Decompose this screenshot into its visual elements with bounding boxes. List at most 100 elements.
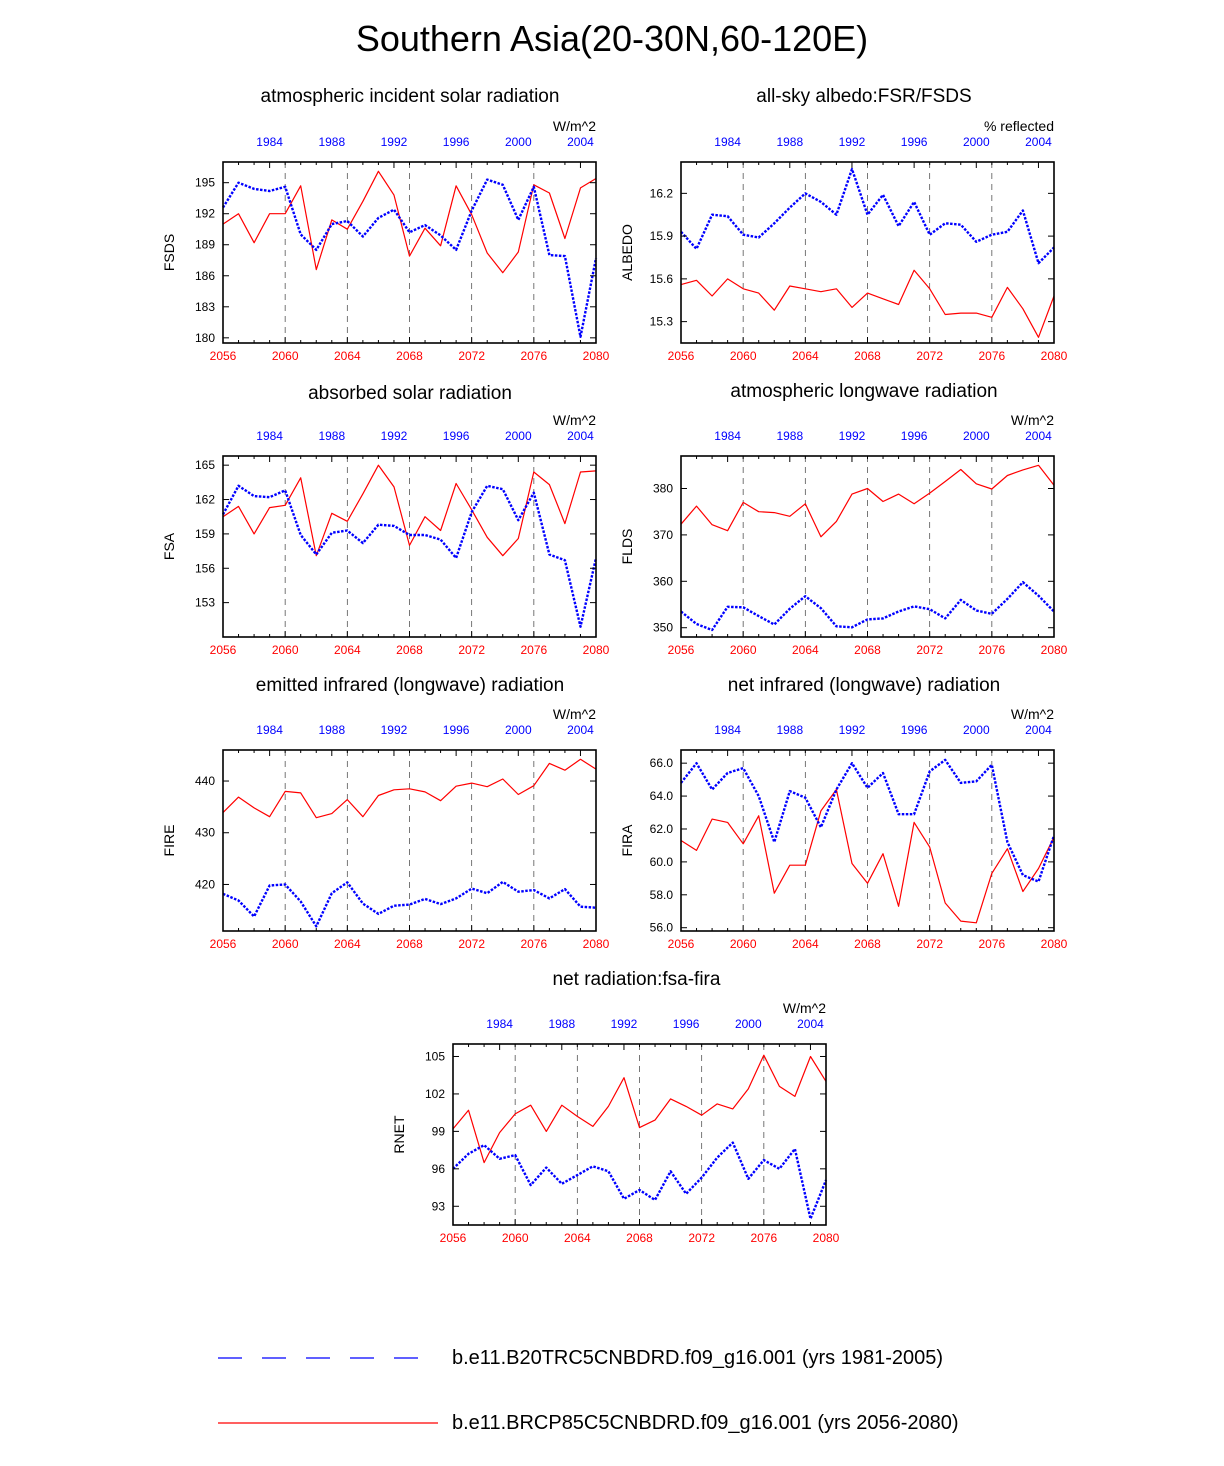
page-title: Southern Asia(20-30N,60-120E) bbox=[355, 18, 869, 59]
chart-albedo: 2056 2060 2064 2068 2072 2076 2080 1984 1988 1992… bbox=[619, 118, 1068, 363]
x-tick-label-bottom: 2056 bbox=[668, 349, 695, 363]
y-tick-label: 56.0 bbox=[650, 921, 674, 935]
series-line-future bbox=[222, 758, 597, 819]
x-tick-label-top: 2000 bbox=[963, 429, 990, 443]
x-tick-label-top: 1996 bbox=[673, 1017, 700, 1031]
x-tick-label-top: 1984 bbox=[256, 723, 283, 737]
series-line-future bbox=[222, 464, 597, 557]
y-axis-label: FIRE bbox=[161, 825, 177, 857]
units-label: W/m^2 bbox=[1011, 706, 1054, 722]
x-tick-label-top: 2000 bbox=[505, 135, 532, 149]
series-line-future bbox=[680, 269, 1055, 338]
panel-title: all-sky albedo:FSR/FSDS bbox=[756, 86, 972, 107]
x-tick-label-top: 1984 bbox=[714, 723, 741, 737]
x-tick-label-top: 2004 bbox=[567, 429, 594, 443]
x-tick-label-bottom: 2068 bbox=[854, 937, 881, 951]
x-tick-label-bottom: 2056 bbox=[668, 937, 695, 951]
y-axis-label: RNET bbox=[391, 1115, 407, 1154]
y-tick-label: 186 bbox=[195, 269, 215, 283]
x-tick-label-top: 1996 bbox=[443, 135, 470, 149]
y-tick-label: 60.0 bbox=[650, 855, 674, 869]
x-tick-label-top: 1984 bbox=[714, 429, 741, 443]
y-tick-label: 96 bbox=[432, 1162, 446, 1176]
y-tick-label: 420 bbox=[195, 877, 215, 891]
x-tick-label-top: 1988 bbox=[318, 429, 345, 443]
y-tick-label: 62.0 bbox=[650, 822, 674, 836]
x-tick-label-bottom: 2064 bbox=[792, 349, 819, 363]
x-tick-label-bottom: 2076 bbox=[978, 349, 1005, 363]
x-tick-label-bottom: 2060 bbox=[502, 1231, 529, 1245]
series-line-historical bbox=[680, 580, 1055, 632]
series-line-historical bbox=[452, 1141, 828, 1221]
legend-label-historical: b.e11.B20TRC5CNBDRD.f09_g16.001 (yrs 198… bbox=[452, 1347, 944, 1369]
y-tick-label: 15.3 bbox=[650, 315, 674, 329]
panel-albedo: all-sky albedo:FSR/FSDS 2056 2060 2064 2068… bbox=[608, 86, 1078, 386]
x-tick-label-top: 1996 bbox=[901, 135, 928, 149]
y-tick-label: 159 bbox=[195, 527, 215, 541]
units-label: W/m^2 bbox=[553, 706, 596, 722]
x-tick-label-top: 2004 bbox=[1025, 723, 1052, 737]
series-line-historical bbox=[680, 167, 1055, 265]
x-tick-label-bottom: 2056 bbox=[440, 1231, 467, 1245]
x-tick-label-top: 2000 bbox=[505, 723, 532, 737]
panel-title: net radiation:fsa-fira bbox=[552, 969, 721, 990]
series-line-future bbox=[680, 788, 1055, 924]
series-line-future bbox=[452, 1054, 827, 1164]
x-tick-label-bottom: 2080 bbox=[1041, 349, 1068, 363]
y-tick-label: 189 bbox=[195, 238, 215, 252]
y-axis-label: FSA bbox=[161, 532, 177, 560]
y-axis-label: FLDS bbox=[619, 529, 635, 565]
x-tick-label-bottom: 2072 bbox=[458, 643, 485, 657]
legend-line-historical bbox=[218, 1357, 438, 1359]
y-axis-label: FIRA bbox=[619, 824, 635, 857]
legend-label-future: b.e11.BRCP85C5CNBDRD.f09_g16.001 (yrs 20… bbox=[452, 1412, 959, 1434]
x-tick-label-top: 2000 bbox=[963, 135, 990, 149]
x-tick-label-bottom: 2064 bbox=[792, 937, 819, 951]
y-axis-label: FSDS bbox=[161, 234, 177, 271]
x-tick-label-bottom: 2072 bbox=[916, 643, 943, 657]
x-tick-label-top: 1996 bbox=[901, 723, 928, 737]
x-tick-label-bottom: 2080 bbox=[813, 1231, 840, 1245]
y-tick-label: 195 bbox=[195, 176, 215, 190]
x-tick-label-top: 1992 bbox=[839, 429, 866, 443]
panel-fire: emitted infrared (longwave) radiation 20… bbox=[150, 674, 620, 974]
x-tick-label-bottom: 2072 bbox=[916, 349, 943, 363]
y-tick-label: 370 bbox=[653, 528, 673, 542]
x-tick-label-bottom: 2080 bbox=[583, 349, 610, 363]
panel-flds: atmospheric longwave radiation 2056 2060 2… bbox=[608, 380, 1078, 680]
x-tick-label-bottom: 2076 bbox=[520, 937, 547, 951]
x-tick-label-top: 1988 bbox=[776, 723, 803, 737]
y-tick-label: 162 bbox=[195, 493, 215, 507]
panel-fira: net infrared (longwave) radiation 2056 20… bbox=[608, 674, 1078, 974]
x-tick-label-bottom: 2056 bbox=[210, 349, 237, 363]
y-tick-label: 192 bbox=[195, 207, 215, 221]
x-tick-label-bottom: 2072 bbox=[916, 937, 943, 951]
x-tick-label-bottom: 2068 bbox=[854, 349, 881, 363]
x-tick-label-top: 1992 bbox=[611, 1017, 638, 1031]
x-tick-label-top: 1988 bbox=[318, 135, 345, 149]
x-tick-label-bottom: 2056 bbox=[210, 937, 237, 951]
x-tick-label-top: 2004 bbox=[1025, 135, 1052, 149]
x-tick-label-top: 1996 bbox=[443, 429, 470, 443]
y-tick-label: 105 bbox=[425, 1049, 445, 1063]
y-tick-label: 15.9 bbox=[650, 229, 674, 243]
series-line-historical bbox=[221, 178, 598, 339]
x-tick-label-bottom: 2056 bbox=[668, 643, 695, 657]
x-tick-label-bottom: 2068 bbox=[626, 1231, 653, 1245]
series-line-future bbox=[222, 170, 597, 274]
x-tick-label-top: 1988 bbox=[776, 429, 803, 443]
series-line-historical bbox=[222, 880, 597, 928]
x-tick-label-bottom: 2068 bbox=[396, 643, 423, 657]
x-tick-label-bottom: 2076 bbox=[520, 643, 547, 657]
y-tick-label: 430 bbox=[195, 826, 215, 840]
chart-fsds: 2056 2060 2064 2068 2072 2076 2080 1984 1988 1992… bbox=[161, 118, 610, 363]
x-tick-label-bottom: 2076 bbox=[978, 643, 1005, 657]
x-tick-label-bottom: 2064 bbox=[334, 349, 361, 363]
x-tick-label-bottom: 2076 bbox=[978, 937, 1005, 951]
x-tick-label-top: 2004 bbox=[797, 1017, 824, 1031]
y-tick-label: 165 bbox=[195, 458, 215, 472]
y-tick-label: 156 bbox=[195, 561, 215, 575]
x-tick-label-bottom: 2060 bbox=[272, 937, 299, 951]
units-label: W/m^2 bbox=[553, 118, 596, 134]
panel-fsa: absorbed solar radiation 2056 2060 2064 206… bbox=[150, 380, 620, 680]
